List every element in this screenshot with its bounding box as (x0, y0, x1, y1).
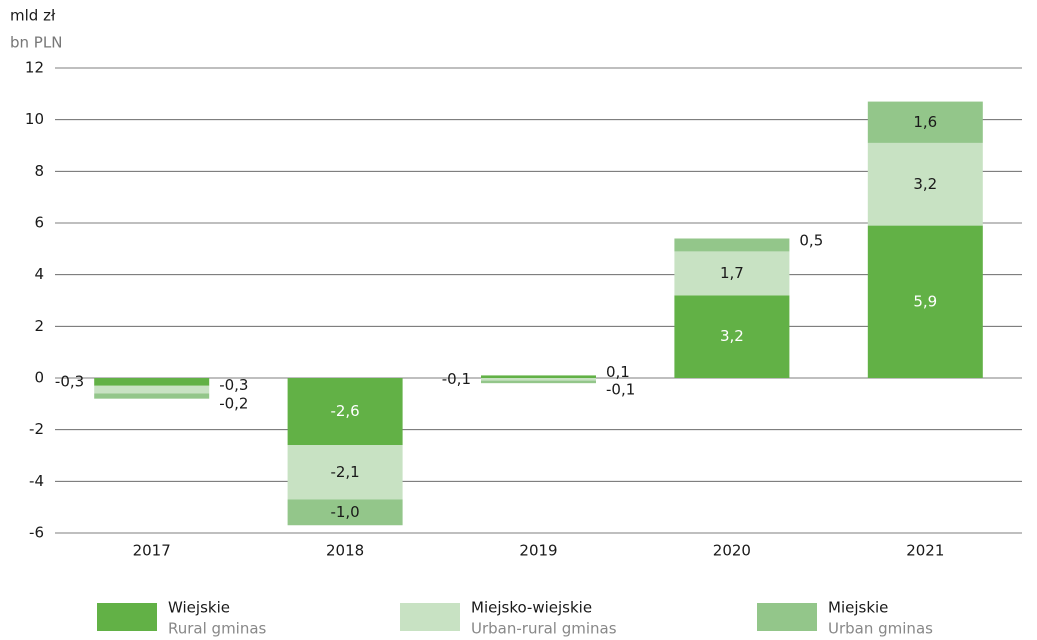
value-label: -0,1 (442, 370, 471, 388)
legend-label: Miejskie (828, 599, 888, 617)
bar-segment (287, 499, 403, 526)
bar-segment (867, 101, 983, 143)
y-tick-label: -6 (29, 524, 44, 542)
x-tick-label: 2019 (519, 542, 557, 560)
y-tick-label: -2 (29, 420, 44, 438)
bar-segment (867, 142, 983, 226)
value-label: 1,7 (720, 264, 744, 282)
bar-segment (481, 378, 596, 381)
legend-label-en: Urban-rural gminas (471, 620, 617, 638)
value-label: 5,9 (913, 292, 937, 310)
x-tick-label: 2017 (133, 542, 171, 560)
bar-segment (867, 225, 983, 378)
value-label: -0,1 (606, 380, 635, 398)
legend-label-en: Urban gminas (828, 620, 933, 638)
value-label: 1,6 (913, 113, 937, 131)
value-label: -2,1 (330, 463, 359, 481)
bar-segment (94, 378, 210, 386)
value-label: 3,2 (913, 175, 937, 193)
y-tick-label: 10 (25, 110, 44, 128)
y-tick-label: 0 (34, 369, 44, 387)
value-label: -0,3 (55, 372, 84, 390)
legend-swatch (97, 603, 157, 631)
legend-label-en: Rural gminas (168, 620, 267, 638)
x-tick-label: 2018 (326, 542, 364, 560)
bar-segment (481, 375, 596, 378)
bar-segment (94, 393, 210, 399)
value-label: 0,1 (606, 363, 630, 381)
bar-segment (481, 380, 596, 384)
legend-label: Miejsko-wiejskie (471, 599, 592, 617)
value-label: -2,6 (330, 402, 359, 420)
legend-swatch (400, 603, 460, 631)
bar-segment (287, 445, 403, 500)
y-tick-label: 4 (34, 265, 44, 283)
y-tick-label: 12 (25, 59, 44, 77)
value-label: -0,2 (219, 395, 248, 413)
bar-segment (674, 251, 790, 296)
y-axis-label: mld zł (10, 7, 56, 25)
bar-segment (674, 238, 790, 252)
x-tick-label: 2021 (906, 542, 944, 560)
bar-segment (674, 295, 790, 378)
y-axis-label-en: bn PLN (10, 34, 62, 52)
y-tick-label: 8 (34, 162, 44, 180)
y-tick-label: 6 (34, 214, 44, 232)
value-label: -1,0 (330, 503, 359, 521)
value-label: 3,2 (720, 327, 744, 345)
y-tick-label: 2 (34, 317, 44, 335)
legend-label: Wiejskie (168, 599, 230, 617)
legend-swatch (757, 603, 817, 631)
value-label: 0,5 (799, 231, 823, 249)
x-tick-label: 2020 (713, 542, 751, 560)
bar-segment (94, 385, 210, 394)
value-label: -0,3 (219, 376, 248, 394)
y-tick-label: -4 (29, 472, 44, 490)
bar-segment (287, 378, 403, 446)
